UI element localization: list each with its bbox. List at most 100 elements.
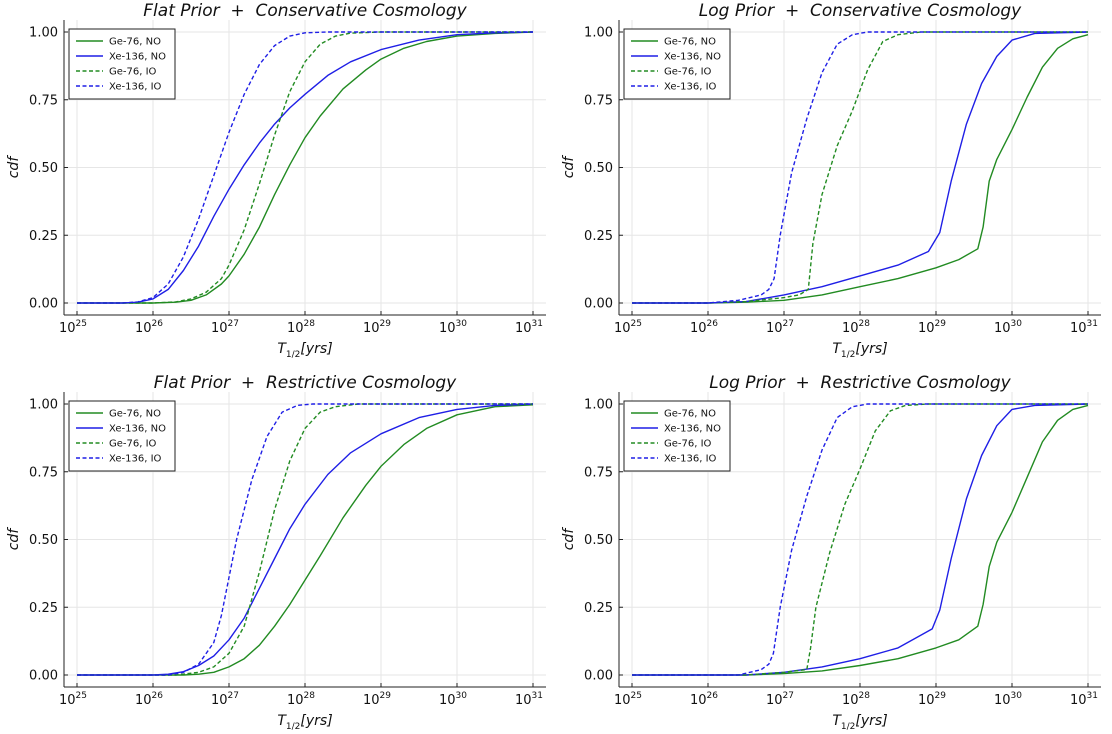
x-tick-exponent: 26 (152, 691, 164, 701)
x-tick-base: 10 (363, 321, 380, 336)
x-tick-exponent: 25 (76, 691, 87, 701)
legend-label: Xe-136, NO (109, 424, 166, 435)
legend: Ge-76, NO Xe-136, NO Ge-76, IO Xe-136, IO (623, 28, 731, 100)
x-tick-label: 1025 (59, 691, 87, 708)
x-axis-label-subscript: 1/2 (286, 722, 300, 732)
x-axis-label-unit: [yrs] (855, 713, 887, 729)
x-tick-exponent: 25 (631, 691, 642, 701)
x-tick-exponent: 29 (935, 691, 947, 701)
y-tick-label: 0.50 (584, 533, 613, 548)
series-line-3 (632, 403, 1088, 676)
x-axis-label: T1/2[yrs] (277, 713, 332, 732)
x-tick-base: 10 (918, 321, 935, 336)
x-tick-base: 10 (614, 693, 631, 708)
x-tick-exponent: 27 (783, 691, 794, 701)
x-tick-label: 1027 (766, 691, 794, 708)
x-tick-exponent: 29 (935, 319, 947, 329)
x-tick-exponent: 27 (783, 319, 794, 329)
legend-label: Xe-136, IO (109, 454, 162, 465)
x-axis-label-subscript: 1/2 (286, 350, 300, 360)
y-tick-label: 1.00 (584, 26, 613, 41)
x-tick-label: 1030 (439, 319, 467, 336)
x-tick-label: 1026 (690, 319, 718, 336)
gridlines (64, 392, 546, 687)
x-tick-exponent: 31 (532, 691, 543, 701)
y-tick-label: 0.00 (29, 669, 58, 684)
series-line-4 (632, 403, 1088, 676)
chart-panel-3: 1025 1026 1027 1028 1029 1030 10310.000.250.50… (6, 373, 546, 732)
x-tick-base: 10 (515, 693, 532, 708)
x-axis-label-main: T (832, 713, 842, 729)
chart-title: Flat Prior + Restrictive Cosmology (154, 373, 457, 393)
series-lines (632, 403, 1089, 676)
x-tick-label: 1028 (287, 319, 315, 336)
x-tick-exponent: 27 (228, 691, 239, 701)
y-tick-label: 0.00 (29, 297, 58, 312)
x-tick-label: 1029 (363, 691, 391, 708)
legend-label: Xe-136, NO (109, 52, 166, 63)
x-tick-label: 1030 (994, 319, 1022, 336)
legend-label: Ge-76, NO (664, 409, 716, 420)
x-tick-base: 10 (135, 321, 152, 336)
legend: Ge-76, NO Xe-136, NO Ge-76, IO Xe-136, IO (623, 400, 731, 472)
x-axis-label-subscript: 1/2 (841, 722, 855, 732)
series-line-1 (77, 31, 534, 304)
x-axis-label-unit: [yrs] (855, 341, 887, 357)
x-tick-exponent: 28 (304, 319, 316, 329)
x-tick-base: 10 (994, 321, 1011, 336)
series-line-1 (632, 34, 1089, 304)
legend-label: Ge-76, IO (664, 67, 712, 78)
y-tick-label: 1.00 (29, 398, 58, 413)
series-line-3 (632, 31, 1088, 304)
x-axis-label: T1/2[yrs] (832, 713, 887, 732)
x-tick-exponent: 31 (1087, 691, 1098, 701)
y-tick-label: 0.25 (29, 601, 58, 616)
legend-box (623, 28, 731, 100)
legend-label: Xe-136, IO (109, 82, 162, 93)
y-axis-label: cdf (6, 155, 22, 179)
legend: Ge-76, NO Xe-136, NO Ge-76, IO Xe-136, IO (68, 28, 176, 100)
x-tick-exponent: 26 (707, 319, 719, 329)
x-tick-base: 10 (363, 693, 380, 708)
legend-label: Xe-136, IO (664, 82, 717, 93)
x-tick-label: 1028 (842, 691, 870, 708)
x-tick-label: 1025 (614, 691, 642, 708)
x-tick-exponent: 29 (380, 691, 392, 701)
x-tick-label: 1031 (515, 319, 543, 336)
x-axis-label-unit: [yrs] (300, 713, 332, 729)
x-tick-base: 10 (211, 321, 228, 336)
legend-label: Ge-76, NO (664, 37, 716, 48)
x-tick-label: 1025 (59, 319, 87, 336)
y-tick-label: 0.50 (29, 533, 58, 548)
y-tick-label: 0.00 (584, 669, 613, 684)
x-tick-exponent: 31 (1087, 319, 1098, 329)
series-line-2 (77, 31, 534, 304)
x-tick-base: 10 (211, 693, 228, 708)
chart-title: Log Prior + Restrictive Cosmology (709, 373, 1011, 393)
series-lines (77, 403, 534, 676)
x-tick-base: 10 (439, 693, 456, 708)
series-line-4 (632, 31, 1088, 304)
x-tick-exponent: 28 (859, 319, 871, 329)
x-tick-base: 10 (842, 321, 859, 336)
series-line-4 (77, 31, 533, 304)
x-tick-label: 1031 (1070, 319, 1098, 336)
y-tick-label: 0.75 (584, 465, 613, 480)
x-tick-base: 10 (1070, 321, 1087, 336)
x-tick-label: 1027 (766, 319, 794, 336)
x-tick-base: 10 (994, 693, 1011, 708)
x-tick-base: 10 (766, 693, 783, 708)
series-lines (632, 31, 1089, 304)
x-tick-base: 10 (287, 321, 304, 336)
x-axis-label: T1/2[yrs] (832, 341, 887, 360)
y-tick-label: 0.75 (29, 465, 58, 480)
series-line-3 (77, 403, 533, 676)
x-tick-base: 10 (287, 693, 304, 708)
x-tick-exponent: 30 (456, 319, 468, 329)
x-tick-base: 10 (59, 693, 76, 708)
x-tick-exponent: 30 (1011, 691, 1023, 701)
y-tick-label: 0.00 (584, 297, 613, 312)
x-tick-label: 1030 (994, 691, 1022, 708)
legend-label: Xe-136, NO (664, 424, 721, 435)
